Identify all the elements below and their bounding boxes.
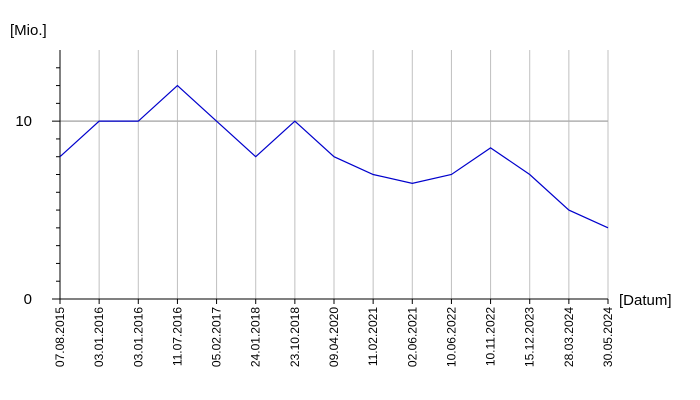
x-axis-label: [Datum] xyxy=(619,292,672,309)
x-tick-label: 10.06.2022 xyxy=(444,307,458,367)
x-tick-label: 05.02.2017 xyxy=(210,307,224,367)
x-tick-label: 02.06.2021 xyxy=(405,307,419,367)
x-tick-label: 24.01.2018 xyxy=(249,307,263,367)
data-line xyxy=(59,84,609,229)
x-tick-label: 11.07.2016 xyxy=(170,307,184,366)
y-axis-label: [Mio.] xyxy=(10,22,47,39)
x-tick-label: 30.05.2024 xyxy=(601,307,615,367)
y-tick-label: 0 xyxy=(24,291,32,308)
x-tick-label: 03.01.2016 xyxy=(92,307,106,367)
x-tick-label: 28.03.2024 xyxy=(562,307,576,367)
x-tick-label: 07.08.2015 xyxy=(53,307,67,367)
x-tick-label: 15.12.2023 xyxy=(523,307,537,367)
x-tick-label: 09.04.2020 xyxy=(327,307,341,367)
x-tick-label: 23.10.2018 xyxy=(288,307,302,367)
x-tick-label: 10.11.2022 xyxy=(484,307,498,366)
x-tick-label: 11.02.2021 xyxy=(366,307,380,366)
x-tick-label: 03.01.2016 xyxy=(131,307,145,367)
y-tick-label: 10 xyxy=(15,113,32,130)
